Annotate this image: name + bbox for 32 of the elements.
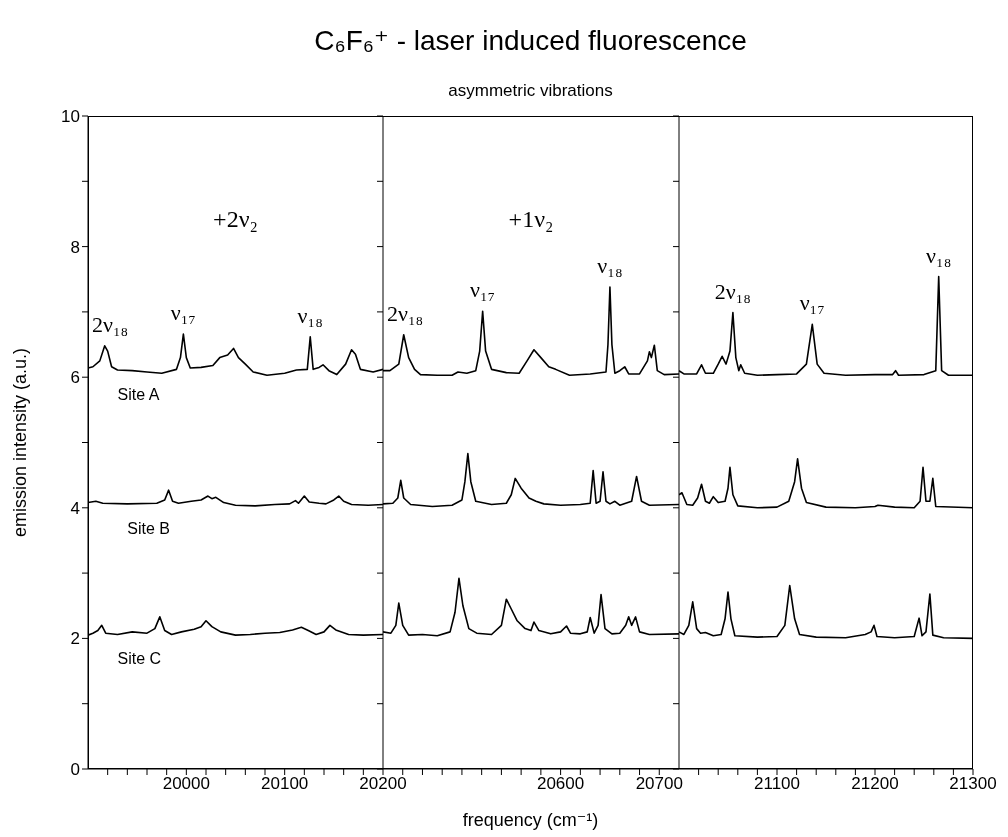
chart-title: C₆F₆⁺ - laser induced fluorescence bbox=[314, 25, 747, 56]
annotation: ν₁₇ bbox=[470, 277, 496, 303]
y-tick-label: 10 bbox=[61, 107, 80, 127]
annotation: ν₁₇ bbox=[170, 300, 197, 326]
annotation: 2ν₁₈ bbox=[714, 278, 752, 304]
annotation: ν₁₇ bbox=[799, 290, 825, 316]
y-axis-title: emission intensity (a.u.) bbox=[10, 347, 30, 538]
x-tick-label: 20600 bbox=[536, 774, 585, 794]
annotation: +1ν₂ bbox=[508, 206, 554, 233]
annotation: ν₁₈ bbox=[297, 302, 323, 328]
y-tick-label: 6 bbox=[70, 368, 80, 388]
annotation: 2ν₁₈ bbox=[387, 300, 424, 326]
chart-subtitle: asymmetric vibrations bbox=[448, 81, 613, 100]
x-tick-label: 20000 bbox=[162, 774, 210, 794]
series-label: Site C bbox=[117, 650, 162, 668]
x-tick-label: 20100 bbox=[261, 774, 309, 794]
y-tick-label: 0 bbox=[70, 760, 80, 780]
y-tick-label: 8 bbox=[70, 237, 80, 257]
annotation: +2ν₂ bbox=[213, 206, 258, 233]
x-tick-label: 21100 bbox=[753, 774, 801, 794]
annotation: 2ν₁₈ bbox=[92, 311, 129, 337]
y-tick-label: 4 bbox=[70, 498, 80, 518]
x-tick-label: 20200 bbox=[359, 774, 407, 794]
x-tick-label: 20700 bbox=[635, 774, 683, 794]
x-tick-label: 21200 bbox=[851, 774, 899, 794]
series-label: Site A bbox=[117, 386, 160, 404]
annotation: ν₁₈ bbox=[597, 253, 623, 279]
y-tick-label: 2 bbox=[70, 629, 80, 649]
series-label: Site B bbox=[127, 519, 171, 537]
x-tick-label: 21300 bbox=[949, 774, 997, 794]
annotation: ν₁₈ bbox=[926, 242, 952, 268]
x-axis-title: frequency (cm⁻¹) bbox=[462, 810, 599, 830]
